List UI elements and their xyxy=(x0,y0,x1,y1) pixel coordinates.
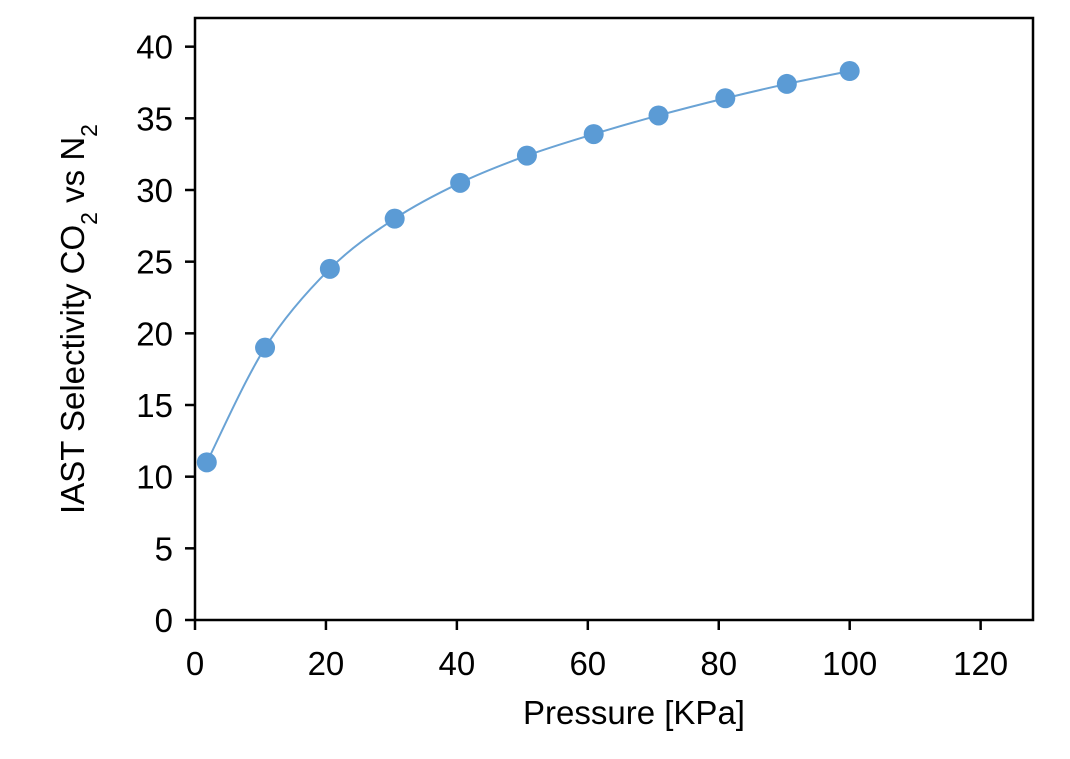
y-tick-label: 30 xyxy=(136,172,173,209)
plot-area-frame xyxy=(193,16,1035,622)
data-point xyxy=(648,105,669,126)
data-point xyxy=(450,172,471,193)
data-point xyxy=(384,208,405,229)
x-tick-label: 60 xyxy=(569,645,606,682)
y-axis-title-prefix: IAST Selectivity CO xyxy=(54,225,91,514)
x-tick-label: 100 xyxy=(822,645,877,682)
x-tick-label: 40 xyxy=(439,645,476,682)
data-points xyxy=(196,61,860,473)
y-axis-title-sub1: 2 xyxy=(76,212,102,225)
data-point xyxy=(255,337,276,358)
y-axis-title-middle: vs N xyxy=(54,137,91,212)
data-point xyxy=(715,88,736,109)
y-tick-label: 40 xyxy=(136,29,173,66)
data-point xyxy=(839,61,860,82)
y-tick-label: 0 xyxy=(155,602,173,639)
y-tick-label: 5 xyxy=(155,530,173,567)
y-tick-label: 10 xyxy=(136,459,173,496)
y-axis-title: IAST Selectivity CO2 vs N2 xyxy=(54,124,102,514)
tick-labels-layer: 0 20 40 60 80 100 120 0 5 10 15 20 25 30 35 40 xyxy=(136,29,1008,682)
x-tick-label: 80 xyxy=(700,645,737,682)
data-point xyxy=(516,145,537,166)
x-axis-title: Pressure [KPa] xyxy=(523,694,745,731)
data-point xyxy=(196,452,217,473)
data-point xyxy=(319,258,340,279)
fit-line xyxy=(205,70,850,463)
x-tick-label: 20 xyxy=(308,645,345,682)
data-point xyxy=(776,73,797,94)
x-tick-label: 0 xyxy=(186,645,204,682)
ticks-layer xyxy=(185,45,982,630)
data-point xyxy=(583,124,604,145)
y-axis-title-sub2: 2 xyxy=(76,124,102,137)
y-tick-label: 35 xyxy=(136,100,173,137)
x-tick-label: 120 xyxy=(953,645,1008,682)
y-tick-label: 20 xyxy=(136,315,173,352)
y-tick-label: 25 xyxy=(136,244,173,281)
y-tick-label: 15 xyxy=(136,387,173,424)
